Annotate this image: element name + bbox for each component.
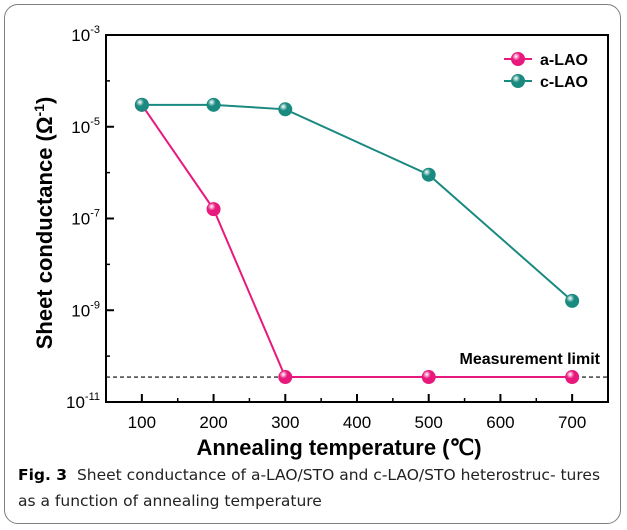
x-tick-label: 100 [128, 413, 156, 432]
y-tick-label: 10-11 [66, 391, 100, 412]
x-tick-label: 200 [199, 413, 227, 432]
legend-label: c-LAO [540, 74, 588, 91]
data-point-c-LAO [278, 102, 293, 117]
y-tick-label: 10-3 [71, 24, 100, 45]
data-point-a-LAO [206, 202, 221, 217]
measurement-limit-group: Measurement limit [106, 351, 608, 378]
y-axis-label: Sheet conductance (Ω-1) [31, 97, 57, 350]
caption-text: Sheet conductance of a-LAO/STO and c-LAO… [18, 466, 601, 510]
y-axis-label-superscript: -1 [31, 104, 47, 117]
y-axis-label-main: Sheet conductance (Ω [32, 116, 57, 349]
data-point-a-LAO [565, 370, 580, 385]
series-group [134, 97, 580, 385]
measurement-limit-label: Measurement limit [460, 351, 601, 368]
chart-legend: a-LAO c-LAO [504, 52, 588, 91]
data-point-c-LAO [421, 167, 436, 182]
data-point-c-LAO [134, 97, 149, 112]
x-tick-label: 600 [486, 413, 514, 432]
legend-label: a-LAO [540, 52, 588, 69]
x-tick-label: 400 [343, 413, 371, 432]
x-axis-label: Annealing temperature (℃) [196, 435, 481, 460]
plot-border [105, 34, 609, 403]
y-axis-label-end: ) [32, 97, 57, 104]
y-tick-label: 10-5 [71, 116, 100, 137]
legend-marker [511, 52, 525, 66]
series-line-c-LAO [141, 103, 573, 302]
conductance-chart: 100 200 300 400 500 600 700 10-3 10-5 10-7 10-9 10-… [31, 24, 609, 460]
data-point-c-LAO [565, 293, 580, 308]
y-tick-label: 10-7 [71, 208, 100, 229]
figure-caption: Fig. 3 Sheet conductance of a-LAO/STO an… [18, 462, 610, 514]
x-tick-label: 700 [558, 413, 586, 432]
x-tick-label: 500 [415, 413, 443, 432]
plot-axes: 100 200 300 400 500 600 700 10-3 10-5 10-7 10-9 10-… [66, 24, 609, 432]
data-point-a-LAO [278, 370, 293, 385]
data-point-a-LAO [421, 370, 436, 385]
series-line-a-LAO [141, 104, 573, 379]
caption-label: Fig. 3 [18, 466, 68, 484]
y-tick-label: 10-9 [71, 299, 100, 320]
x-tick-label: 300 [271, 413, 299, 432]
legend-marker [511, 74, 525, 88]
data-point-c-LAO [206, 97, 221, 112]
